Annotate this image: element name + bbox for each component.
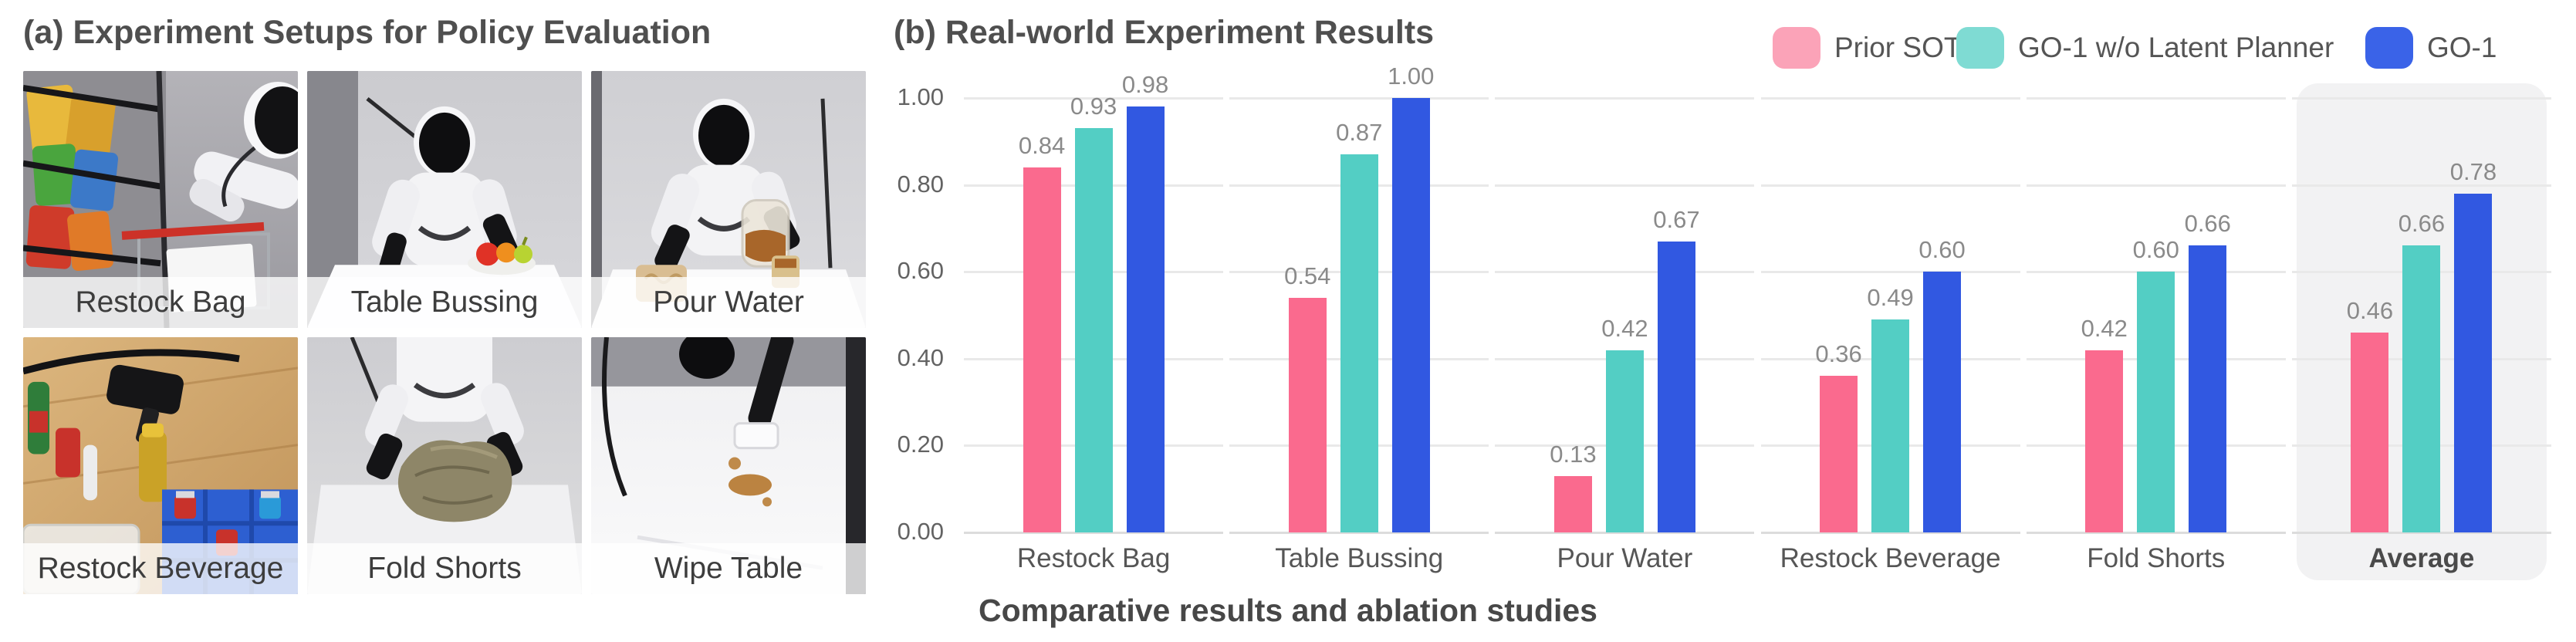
bar-value-label: 0.49 bbox=[1867, 284, 1914, 312]
bar-value-label: 0.54 bbox=[1284, 262, 1331, 289]
photo-restock-beverage: Restock Beverage bbox=[23, 337, 298, 594]
bar-go-1-w-o-latent-planner-table-bussing bbox=[1340, 154, 1378, 532]
experiment-photo-grid: Restock Bag bbox=[23, 71, 866, 594]
x-category-label-restock-beverage: Restock Beverage bbox=[1780, 543, 2001, 573]
go1-swatch bbox=[2365, 27, 2413, 69]
gridline bbox=[2291, 97, 2551, 100]
photo-label: Pour Water bbox=[591, 277, 866, 328]
bar-go-1-w-o-latent-planner-restock-beverage bbox=[1871, 319, 1910, 532]
gridline bbox=[2291, 184, 2551, 187]
bar-go-1-w-o-latent-planner-restock-bag bbox=[1074, 128, 1113, 532]
bar-go-1-fold-shorts bbox=[2189, 245, 2227, 532]
bar-value-label: 0.87 bbox=[1336, 119, 1383, 147]
bar-prior-sota-pour-water bbox=[1553, 475, 1592, 532]
bar-value-label: 0.42 bbox=[2081, 314, 2128, 342]
gridline bbox=[1495, 271, 1755, 274]
bar-value-label: 0.36 bbox=[1815, 340, 1862, 368]
legend-label: GO-1 bbox=[2427, 32, 2497, 63]
photo-fold-shorts: Fold Shorts bbox=[307, 337, 582, 594]
legend-label: Prior SOTA bbox=[1834, 32, 1979, 63]
bar-value-label: 0.78 bbox=[2449, 157, 2497, 185]
gridline bbox=[964, 97, 1224, 100]
gridline bbox=[1229, 97, 1489, 100]
bar-value-label: 0.13 bbox=[1550, 440, 1597, 468]
bar-go-1-restock-bag bbox=[1126, 106, 1165, 532]
y-tick-label: 0.20 bbox=[897, 431, 944, 458]
panel-a-title: (a) Experiment Setups for Policy Evaluat… bbox=[23, 14, 712, 51]
bar-go-1-w-o-latent-planner-fold-shorts bbox=[2137, 272, 2175, 532]
bar-value-label: 0.66 bbox=[2398, 210, 2446, 238]
bar-value-label: 0.84 bbox=[1018, 132, 1066, 160]
bar-value-label: 1.00 bbox=[1388, 63, 1435, 90]
x-category-label-fold-shorts: Fold Shorts bbox=[2087, 543, 2226, 573]
photo-restock-bag: Restock Bag bbox=[23, 71, 298, 328]
bar-value-label: 0.60 bbox=[2132, 236, 2179, 264]
bar-go-1-table-bussing bbox=[1391, 98, 1430, 532]
prior-sota-swatch bbox=[1773, 27, 1820, 69]
bar-go-1-average bbox=[2454, 193, 2493, 532]
photo-label: Fold Shorts bbox=[307, 543, 582, 594]
gridline bbox=[2026, 97, 2286, 100]
legend-item-go1: GO-1 bbox=[2365, 26, 2497, 69]
photo-label: Restock Beverage bbox=[23, 543, 298, 594]
bar-prior-sota-restock-beverage bbox=[1820, 376, 1858, 532]
bar-prior-sota-restock-bag bbox=[1023, 167, 1061, 532]
x-axis-line bbox=[1760, 532, 2020, 534]
bar-value-label: 0.67 bbox=[1653, 205, 1700, 233]
photo-label: Table Bussing bbox=[307, 277, 582, 328]
bar-go-1-w-o-latent-planner-average bbox=[2402, 245, 2441, 532]
panel-b-title: (b) Real-world Experiment Results bbox=[894, 14, 1435, 51]
go1-wo-latent-planner-swatch bbox=[1956, 27, 2004, 69]
x-category-label-pour-water: Pour Water bbox=[1557, 543, 1693, 573]
y-tick-label: 0.40 bbox=[897, 343, 944, 371]
gridline bbox=[1495, 184, 1755, 187]
bar-value-label: 0.98 bbox=[1121, 71, 1169, 99]
photo-pour-water: Pour Water bbox=[591, 71, 866, 328]
photo-label: Restock Bag bbox=[23, 277, 298, 328]
bar-value-label: 0.46 bbox=[2346, 297, 2394, 325]
photo-table-bussing: Table Bussing bbox=[307, 71, 582, 328]
bar-go-1-pour-water bbox=[1657, 241, 1695, 532]
bar-value-label: 0.66 bbox=[2184, 210, 2231, 238]
figure-caption: Comparative results and ablation studies bbox=[979, 593, 1597, 628]
x-axis-line bbox=[2026, 532, 2286, 534]
y-tick-label: 0.60 bbox=[897, 257, 944, 285]
x-category-label-table-bussing: Table Bussing bbox=[1275, 543, 1444, 573]
gridline bbox=[1760, 271, 2020, 274]
bar-value-label: 0.60 bbox=[1918, 236, 1966, 264]
bar-prior-sota-fold-shorts bbox=[2085, 350, 2124, 532]
photo-label: Wipe Table bbox=[591, 543, 866, 594]
y-tick-label: 0.00 bbox=[897, 518, 944, 545]
x-axis-line bbox=[964, 532, 1224, 534]
y-tick-label: 0.80 bbox=[897, 170, 944, 198]
y-tick-label: 1.00 bbox=[897, 83, 944, 110]
legend-item-prior-sota: Prior SOTA bbox=[1773, 26, 1978, 69]
bar-go-1-w-o-latent-planner-pour-water bbox=[1605, 350, 1644, 532]
bar-value-label: 0.93 bbox=[1070, 93, 1117, 120]
x-category-label-average: Average bbox=[2368, 543, 2475, 573]
bar-prior-sota-table-bussing bbox=[1288, 297, 1327, 532]
x-axis-line bbox=[1229, 532, 1489, 534]
bar-go-1-restock-beverage bbox=[1923, 272, 1962, 532]
x-axis-line bbox=[2291, 532, 2551, 534]
legend-item-go1-wo-latent-planner: GO-1 w/o Latent Planner bbox=[1956, 26, 2334, 69]
gridline bbox=[2026, 184, 2286, 187]
gridline bbox=[1760, 97, 2020, 100]
photo-wipe-table: Wipe Table bbox=[591, 337, 866, 594]
bar-prior-sota-average bbox=[2351, 333, 2389, 532]
x-axis-line bbox=[1495, 532, 1755, 534]
x-category-label-restock-bag: Restock Bag bbox=[1016, 543, 1171, 573]
bar-value-label: 0.42 bbox=[1601, 314, 1648, 342]
gridline bbox=[1760, 184, 2020, 187]
legend-label: GO-1 w/o Latent Planner bbox=[2018, 32, 2334, 63]
gridline bbox=[1495, 97, 1755, 100]
